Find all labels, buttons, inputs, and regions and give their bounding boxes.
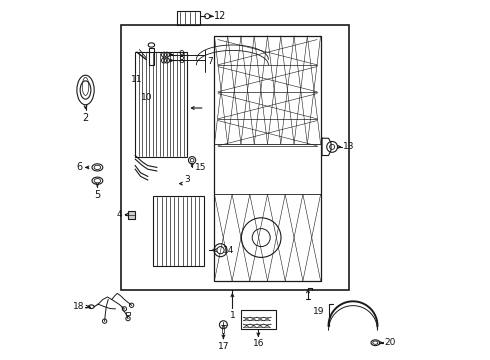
Bar xyxy=(222,325,224,333)
Text: 16: 16 xyxy=(252,339,264,348)
Text: 11: 11 xyxy=(130,76,142,85)
Text: 12: 12 xyxy=(215,11,227,21)
Text: 10: 10 xyxy=(141,93,153,102)
Bar xyxy=(242,310,275,329)
Text: 3: 3 xyxy=(184,175,190,184)
Bar xyxy=(121,25,349,290)
Text: 20: 20 xyxy=(384,338,396,347)
Text: 2: 2 xyxy=(82,113,89,123)
Bar xyxy=(128,215,135,219)
Text: 17: 17 xyxy=(218,342,229,351)
Text: 13: 13 xyxy=(343,143,354,152)
Bar xyxy=(215,36,320,281)
Bar xyxy=(153,196,204,266)
Text: 8: 8 xyxy=(178,56,184,65)
Text: 4: 4 xyxy=(116,210,122,219)
Text: 1: 1 xyxy=(229,311,235,320)
Text: 15: 15 xyxy=(196,163,207,172)
Text: 14: 14 xyxy=(223,246,235,255)
Bar xyxy=(128,211,135,219)
Bar xyxy=(176,11,200,25)
Text: 18: 18 xyxy=(74,302,85,311)
Text: 9: 9 xyxy=(178,50,184,59)
Text: 5: 5 xyxy=(94,190,100,200)
Text: 6: 6 xyxy=(76,162,82,172)
Text: 7: 7 xyxy=(207,57,213,66)
Bar xyxy=(135,52,187,157)
Text: 19: 19 xyxy=(314,307,325,316)
Bar xyxy=(126,312,130,315)
Bar xyxy=(148,48,154,65)
